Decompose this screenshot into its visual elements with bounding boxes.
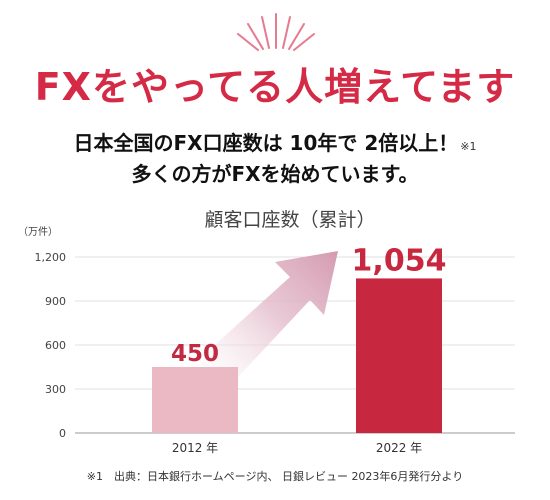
- chart-title: 顧客口座数（累計）: [204, 209, 376, 231]
- source-footnote: ※1 出典：日本銀行ホームページ内、 日銀レビュー 2023年6月発行分より: [86, 470, 464, 483]
- subheadline-1-text: 日本全国のFX口座数は 10年で 2倍以上！: [73, 131, 459, 155]
- bar-value-label: 1,054: [352, 243, 447, 278]
- growth-arrow-icon: [198, 251, 338, 390]
- bar-value-label: 450: [171, 341, 219, 367]
- burst-lines-icon: [237, 13, 315, 51]
- x-category-label: 2012 年: [172, 441, 218, 455]
- y-tick-label: 1,200: [35, 251, 67, 264]
- subheadline-1: 日本全国のFX口座数は 10年で 2倍以上！ ※1: [0, 127, 550, 156]
- bar-2012: [152, 367, 238, 433]
- headline: FXをやってる人増えてます: [34, 65, 516, 109]
- bar-2022: [356, 278, 442, 433]
- y-tick-label: 0: [59, 427, 66, 440]
- y-axis-unit-label: （万件）: [18, 227, 58, 238]
- subheadline-2: 多くの方がFXを始めています。: [131, 162, 419, 186]
- y-tick-label: 900: [45, 295, 66, 308]
- y-tick-label: 300: [45, 383, 66, 396]
- subheadline-note-mark: ※1: [460, 140, 477, 153]
- y-tick-label: 600: [45, 339, 66, 352]
- x-category-label: 2022 年: [376, 441, 422, 455]
